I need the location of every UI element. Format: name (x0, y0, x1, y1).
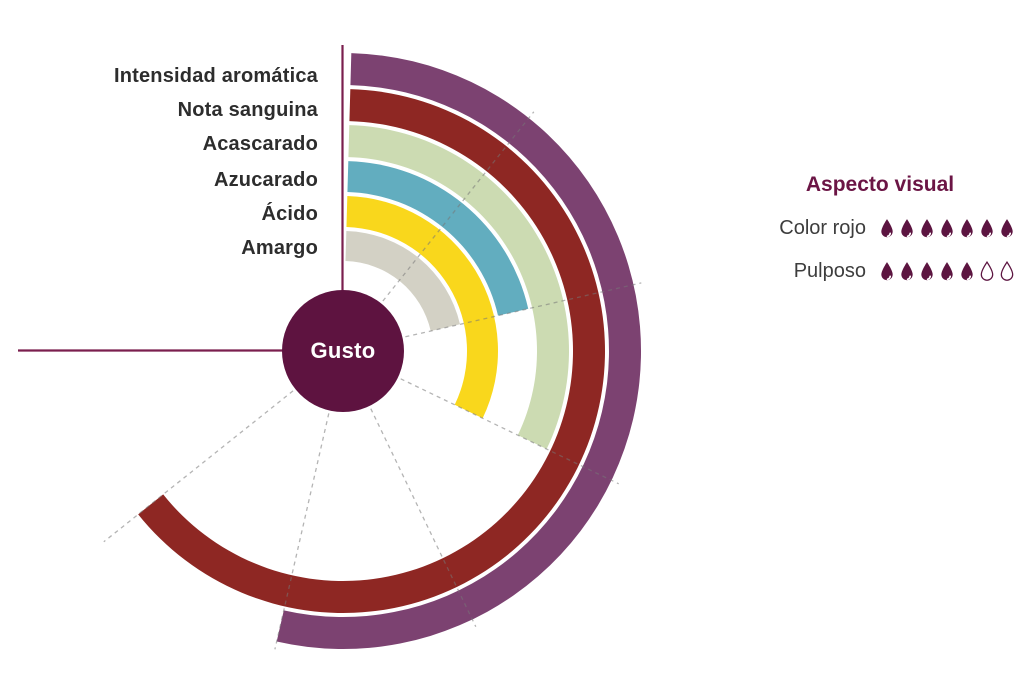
droplet-empty-icon (980, 260, 994, 281)
droplet-filled-icon (961, 218, 973, 237)
droplet-filled-icon (881, 261, 893, 280)
gridline-unit-3 (400, 378, 619, 485)
droplet-filled-icon (901, 218, 913, 237)
gridline-unit-5 (274, 413, 330, 650)
legend-item-label: Pulposo (793, 259, 866, 282)
gridline-unit-4 (370, 408, 477, 627)
droplet-filled-icon (941, 218, 953, 237)
droplet-filled-icon (921, 218, 933, 237)
value-arc-5 (345, 231, 460, 331)
droplet-row-color-rojo (879, 218, 1015, 239)
category-label-acido: Ácido (261, 203, 318, 225)
droplet-filled-icon (901, 261, 913, 280)
category-label-nota-sanguina: Nota sanguina (177, 99, 318, 121)
legend-item-label: Color rojo (779, 216, 866, 239)
droplet-filled-icon (941, 261, 953, 280)
droplet-filled-icon (881, 218, 893, 237)
visual-aspect-legend: Aspecto visual Color rojo Pulposo (740, 172, 1020, 284)
droplet-filled-icon (981, 218, 993, 237)
category-label-azucarado: Azucarado (213, 169, 318, 191)
gridline-unit-6 (103, 390, 294, 543)
value-arc-3 (347, 161, 529, 316)
droplet-filled-icon (1001, 218, 1013, 237)
category-label-acascarado: Acascarado (202, 133, 318, 155)
category-label-amargo: Amargo (241, 237, 318, 259)
category-label-intensidad-aromatica: Intensidad aromática (113, 65, 318, 87)
value-arc-4 (346, 196, 498, 419)
center-circle: Gusto (282, 290, 404, 412)
droplet-empty-icon (1000, 260, 1014, 281)
value-arcs (138, 53, 642, 650)
droplet-filled-icon (961, 261, 973, 280)
droplet-filled-icon (921, 261, 933, 280)
droplet-row-pulposo (879, 260, 1015, 282)
legend-title: Aspecto visual (805, 173, 955, 196)
gridline-unit-2 (405, 282, 642, 338)
legend-row-pulposo: Pulposo (740, 258, 1020, 284)
center-label: Gusto (310, 338, 376, 363)
legend-row-color-rojo: Color rojo (740, 215, 1020, 241)
value-arc-2 (348, 125, 570, 450)
unit-gridlines (103, 111, 642, 650)
gridline-unit-1 (382, 111, 535, 302)
